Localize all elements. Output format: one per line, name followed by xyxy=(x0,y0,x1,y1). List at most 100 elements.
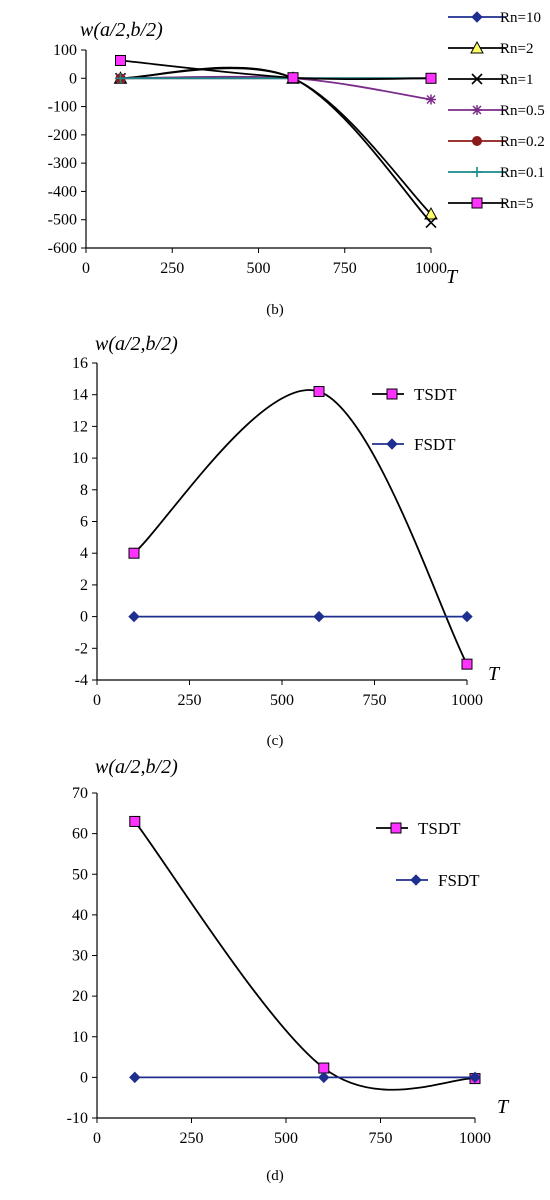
y-axis-label: w(a/2,b/2) xyxy=(95,333,178,355)
x-axis-label: T xyxy=(446,266,459,288)
x-tick-label: 250 xyxy=(178,692,202,709)
x-tick-label: 750 xyxy=(363,692,387,709)
legend-label: Rn=0.2 xyxy=(500,134,545,150)
data-point-TSDT xyxy=(128,547,140,559)
x-tick-label: 500 xyxy=(270,692,294,709)
legend-label: TSDT xyxy=(418,819,461,838)
legend-label: FSDT xyxy=(414,435,456,454)
legend-label: FSDT xyxy=(438,871,480,890)
data-point-TSDT xyxy=(318,1062,330,1074)
data-point-Rn=5 xyxy=(287,72,299,84)
data-point-FSDT xyxy=(129,1071,141,1084)
data-point-TSDT xyxy=(313,386,325,398)
x-tick-label: 0 xyxy=(93,1130,101,1147)
legend-label: Rn=5 xyxy=(500,196,533,212)
y-tick-label: -4 xyxy=(75,672,88,689)
legend-marker xyxy=(472,136,482,146)
x-tick-label: 250 xyxy=(180,1130,204,1147)
data-point-Rn=5 xyxy=(115,54,126,66)
x-tick-label: 1000 xyxy=(451,692,483,709)
x-tick-label: 1000 xyxy=(459,1130,491,1147)
y-tick-label: -100 xyxy=(48,99,77,116)
y-tick-label: 40 xyxy=(72,907,88,924)
y-tick-label: 10 xyxy=(72,1029,88,1046)
x-axis-label: T xyxy=(497,1096,510,1118)
legend-marker xyxy=(390,822,402,834)
y-tick-label: 14 xyxy=(72,387,88,404)
y-tick-label: 50 xyxy=(72,866,88,883)
legend-marker xyxy=(410,874,422,886)
legend-label: Rn=1 xyxy=(500,72,533,88)
data-point-FSDT xyxy=(128,610,140,623)
legend-marker xyxy=(386,388,398,400)
y-tick-label: 12 xyxy=(72,418,88,435)
y-tick-label: 60 xyxy=(72,826,88,843)
series-line-Rn=2 xyxy=(120,67,432,215)
series-line-Rn=0.5 xyxy=(120,75,432,101)
y-tick-label: 0 xyxy=(80,1069,88,1086)
y-tick-label: 6 xyxy=(80,514,88,531)
y-axis-label: w(a/2,b/2) xyxy=(95,756,178,778)
series-line-TSDT xyxy=(134,820,476,1091)
data-point-Rn=2 xyxy=(424,207,438,220)
y-tick-label: 0 xyxy=(80,609,88,626)
y-tick-label: 70 xyxy=(72,785,88,802)
chart-panel-d: 70 60 50 40 30 20 10 0 -10 0 250 500 750 1000 w(a/2,b/… xyxy=(67,756,510,1184)
x-tick-label: 750 xyxy=(333,260,357,277)
legend-label: TSDT xyxy=(414,385,457,404)
legend-label: Rn=0.1 xyxy=(500,165,545,181)
chart-panel-c: 16 14 12 10 8 6 4 2 0 -2 -4 0 250 500 750 1000 w(a/2,b/2… xyxy=(72,333,501,749)
x-tick-label: 0 xyxy=(82,260,90,277)
data-point-FSDT xyxy=(469,1071,481,1084)
y-tick-label: -400 xyxy=(48,183,77,200)
y-tick-label: 0 xyxy=(69,70,77,87)
legend-marker xyxy=(472,105,482,115)
y-tick-label: -200 xyxy=(48,127,77,144)
data-point-Rn=1 xyxy=(425,216,437,229)
legend-label: Rn=2 xyxy=(500,41,533,57)
y-tick-label: -500 xyxy=(48,212,77,229)
y-tick-label: -600 xyxy=(48,240,77,257)
y-tick-label: -10 xyxy=(67,1110,88,1127)
data-point-TSDT xyxy=(461,658,473,670)
data-point-TSDT xyxy=(129,815,141,827)
data-point-FSDT xyxy=(461,610,473,623)
x-axis-label: T xyxy=(488,663,501,685)
y-tick-label: 30 xyxy=(72,948,88,965)
x-tick-label: 0 xyxy=(93,692,101,709)
legend-marker xyxy=(471,197,483,209)
y-axis-label: w(a/2,b/2) xyxy=(80,19,163,41)
panel-caption: (c) xyxy=(267,733,284,749)
x-tick-label: 500 xyxy=(274,1130,298,1147)
panel-caption: (b) xyxy=(266,302,284,318)
legend-marker xyxy=(471,73,483,85)
series-line-TSDT xyxy=(133,389,468,665)
y-tick-label: 100 xyxy=(53,42,77,59)
y-tick-label: 10 xyxy=(72,450,88,467)
x-tick-label: 1000 xyxy=(415,260,447,277)
y-tick-label: 16 xyxy=(72,355,88,372)
x-tick-label: 250 xyxy=(160,260,184,277)
y-tick-label: -300 xyxy=(48,155,77,172)
legend-marker xyxy=(470,40,484,54)
data-point-FSDT xyxy=(313,610,325,623)
data-point-Rn=5 xyxy=(425,72,437,84)
y-tick-label: 2 xyxy=(80,577,88,594)
legend-label: Rn=0.5 xyxy=(500,103,545,119)
y-tick-label: 8 xyxy=(80,482,88,499)
data-point-FSDT xyxy=(318,1071,330,1084)
x-tick-label: 750 xyxy=(369,1130,393,1147)
y-tick-label: 20 xyxy=(72,988,88,1005)
data-point-Rn=0.5 xyxy=(426,94,436,105)
legend-marker xyxy=(471,11,483,23)
legend-label: Rn=10 xyxy=(500,10,541,26)
x-tick-label: 500 xyxy=(247,260,271,277)
data-point-Rn=0.1 xyxy=(115,73,126,84)
series-line-Rn=5 xyxy=(120,59,432,81)
y-tick-label: 4 xyxy=(80,545,88,562)
legend-marker xyxy=(386,438,398,450)
panel-caption: (d) xyxy=(266,1168,284,1184)
